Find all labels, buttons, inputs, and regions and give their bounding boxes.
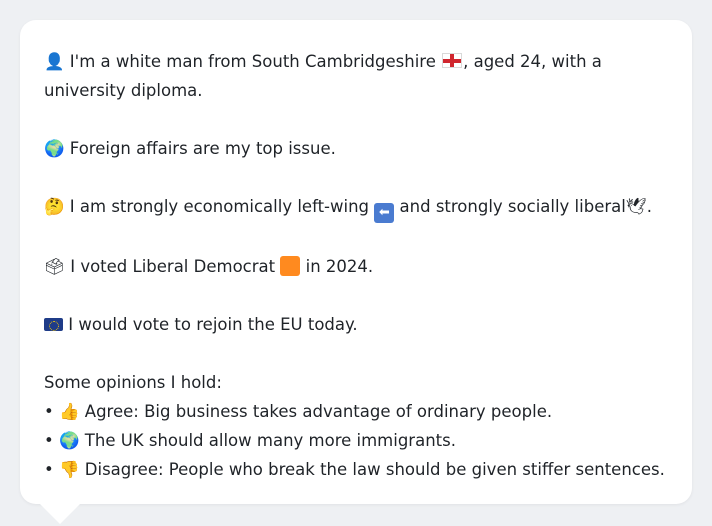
- dove-icon: 🕊: [626, 197, 647, 216]
- ballot-box-icon: 🗳: [44, 257, 65, 276]
- person-icon: 👤: [44, 52, 65, 71]
- left-arrow-icon: ⬅: [374, 203, 394, 223]
- opinion-text: Agree: Big business takes advantage of o…: [85, 402, 552, 421]
- opinion-text: The UK should allow many more immigrants…: [85, 431, 456, 450]
- ideology-text-c: .: [647, 197, 652, 216]
- bubble-tail: [40, 504, 80, 524]
- opinions-section: Some opinions I hold: • 👍 Agree: Big bus…: [44, 368, 668, 484]
- globe-icon: 🌍: [59, 431, 80, 450]
- ideology-text-a: I am strongly economically left-wing: [70, 197, 369, 216]
- ideology-line: 🤔 I am strongly economically left-wing ⬅…: [44, 192, 668, 223]
- thumbs-up-icon: 👍: [59, 402, 80, 421]
- bullet: •: [44, 431, 54, 450]
- vote-text-b: in 2024.: [306, 257, 374, 276]
- opinions-heading: Some opinions I hold:: [44, 368, 668, 397]
- bullet: •: [44, 460, 54, 479]
- list-item: • 👍 Agree: Big business takes advantage …: [44, 397, 668, 426]
- vote-text-a: I voted Liberal Democrat: [70, 257, 275, 276]
- opinion-text: Disagree: People who break the law shoul…: [85, 460, 665, 479]
- demographics-text-start: I'm a white man from South Cambridgeshir…: [70, 52, 436, 71]
- england-flag-icon: [442, 53, 462, 68]
- list-item: • 🌍 The UK should allow many more immigr…: [44, 426, 668, 455]
- top-issue-text: Foreign affairs are my top issue.: [70, 139, 336, 158]
- ideology-text-b: and strongly socially liberal: [400, 197, 626, 216]
- top-issue-line: 🌍 Foreign affairs are my top issue.: [44, 134, 668, 163]
- eu-flag-icon: [44, 318, 63, 331]
- eu-line: I would vote to rejoin the EU today.: [44, 310, 668, 339]
- list-item: • 👎 Disagree: People who break the law s…: [44, 455, 668, 484]
- globe-icon: 🌍: [44, 139, 65, 158]
- thumbs-down-icon: 👎: [59, 460, 80, 479]
- demographics-line: 👤 I'm a white man from South Cambridgesh…: [44, 47, 668, 105]
- vote-line: 🗳 I voted Liberal Democrat in 2024.: [44, 252, 668, 281]
- opinions-list: • 👍 Agree: Big business takes advantage …: [44, 397, 668, 484]
- orange-square-icon: [280, 256, 300, 276]
- message-bubble: 👤 I'm a white man from South Cambridgesh…: [20, 20, 692, 504]
- eu-text: I would vote to rejoin the EU today.: [68, 315, 357, 334]
- thinking-face-icon: 🤔: [44, 197, 65, 216]
- bullet: •: [44, 402, 54, 421]
